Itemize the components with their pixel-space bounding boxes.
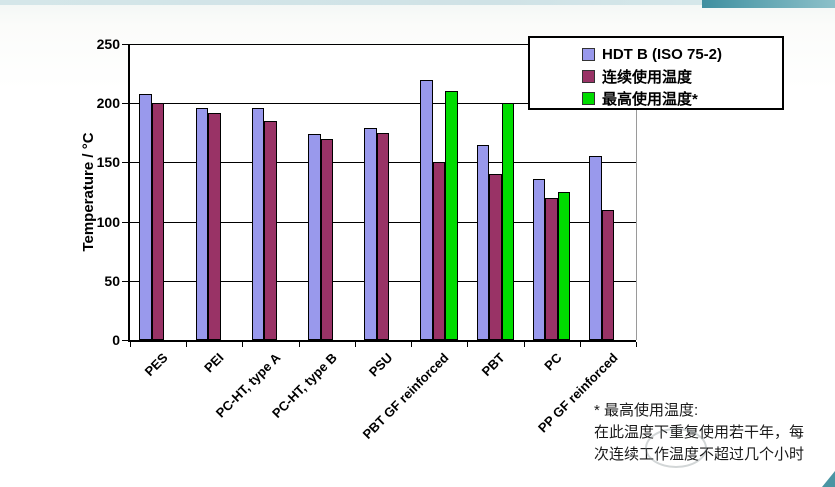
y-tick-label-50: 50 [104,272,120,289]
bar-HDT B (ISO 75-2)-PES [139,93,152,340]
x-tick-6 [467,342,469,347]
x-tick-8 [579,342,581,347]
bar-HDT B (ISO 75-2)-PBT GF reinforced [420,79,433,340]
bar-HDT B (ISO 75-2)-PP GF reinforced [589,156,602,340]
y-tick-250 [122,44,128,45]
bar-连续使用温度-PSU [376,132,390,340]
bar-最高使用温度*-PBT [501,103,515,340]
y-tick-label-0: 0 [112,332,120,348]
footnote-line-2: 在此温度下重复使用若干年，每 [594,424,805,441]
x-tick-9 [636,342,637,347]
x-category-label-PES: PES [141,350,171,380]
y-tick-200 [122,103,128,105]
x-tick-0 [130,342,131,347]
bar-HDT B (ISO 75-2)-PBT [476,144,490,340]
bar-连续使用温度-PBT [489,174,502,340]
y-tick-100 [122,221,128,223]
y-tick-label-200: 200 [96,95,120,112]
y-tick-label-250: 250 [96,36,120,52]
y-tick-0 [122,340,128,341]
footnote-line-3: 次连续工作温度不超过几个小时 [594,446,805,463]
legend-swatch-icon [582,70,595,83]
x-axis-line [128,340,636,342]
x-category-label-PBT: PBT [479,350,509,379]
y-tick-50 [122,280,128,282]
x-category-label-PC: PC [540,350,565,374]
bar-HDT B (ISO 75-2)-PC-HT, type B [308,133,321,340]
x-tick-5 [411,342,413,347]
x-tick-4 [354,342,356,347]
bar-连续使用温度-PC [545,197,558,340]
bar-连续使用温度-PC-HT, type B [320,138,333,340]
gridline-200 [130,103,636,105]
y-axis-title: Temperature / °C [80,132,97,252]
gridline-250 [130,44,636,45]
watermark-circle [645,428,707,468]
bar-连续使用温度-PP GF reinforced [601,209,615,340]
x-tick-3 [298,342,300,347]
bar-连续使用温度-PEI [208,112,221,340]
legend-item-最高使用温度*: 最高使用温度* [582,88,782,109]
bar-HDT B (ISO 75-2)-PEI [195,107,209,340]
x-tick-2 [242,342,244,347]
x-tick-7 [523,342,525,347]
legend-label: 连续使用温度 [602,69,693,86]
bar-连续使用温度-PC-HT, type A [264,120,277,340]
legend-item-连续使用温度: 连续使用温度 [582,66,782,87]
legend-item-HDT B (ISO 75-2): HDT B (ISO 75-2) [582,44,782,65]
bottom-right-teal-wedge [822,471,835,487]
x-tick-1 [186,342,188,347]
legend-swatch-icon [582,92,595,105]
bar-连续使用温度-PBT GF reinforced [432,162,446,340]
bar-HDT B (ISO 75-2)-PC [532,178,546,340]
top-accent-line [0,0,835,5]
y-tick-label-100: 100 [96,213,120,230]
bar-HDT B (ISO 75-2)-PSU [364,128,377,340]
footnote-line-1: * 最高使用温度: [594,402,699,419]
top-teal-bar [702,0,835,8]
bar-HDT B (ISO 75-2)-PC-HT, type A [251,107,265,340]
plot-area [130,44,637,340]
bar-最高使用温度*-PBT GF reinforced [445,91,458,340]
bar-最高使用温度*-PC [557,192,571,340]
y-axis-line [128,44,130,342]
y-tick-150 [122,162,128,164]
footnote: * 最高使用温度: 在此温度下重复使用若干年，每 次连续工作温度不超过几个小时 [594,400,834,466]
legend-label: 最高使用温度* [602,91,698,108]
legend-swatch-icon [582,48,595,61]
y-tick-label-150: 150 [96,154,120,171]
legend-label: HDT B (ISO 75-2) [602,46,723,63]
bar-连续使用温度-PES [151,103,165,340]
x-category-label-PEI: PEI [201,350,227,376]
x-category-label-PSU: PSU [366,350,396,380]
chart-legend: HDT B (ISO 75-2) 连续使用温度 最高使用温度* [528,36,784,110]
